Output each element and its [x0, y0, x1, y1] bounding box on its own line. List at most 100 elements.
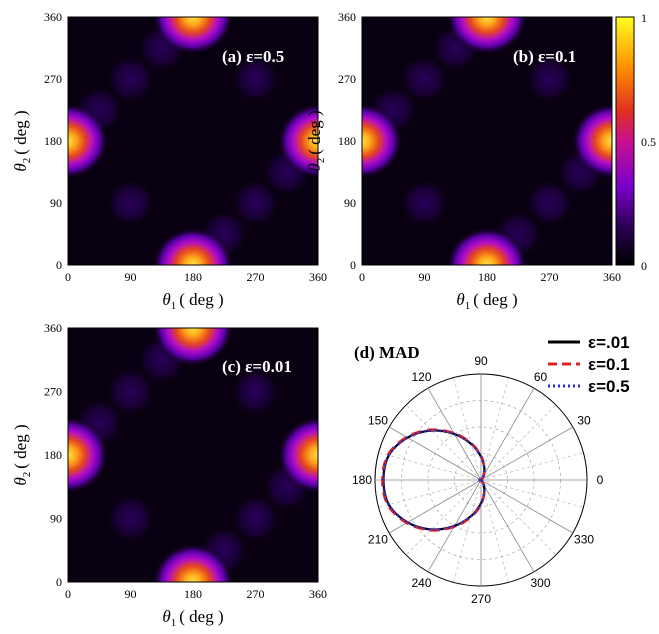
- y-axis-label: θ2( deg ): [305, 110, 327, 171]
- angle-tick-label: 0: [597, 473, 604, 487]
- heatmap-frame: [361, 16, 613, 266]
- heatmap-minor-lobe: [399, 178, 450, 228]
- y-axis-label: θ2( deg ): [11, 110, 33, 171]
- panel-label: (b) ε=0.1: [513, 47, 576, 66]
- angle-tick-label: 330: [574, 533, 594, 547]
- heatmap-area: [68, 328, 318, 582]
- polar-series-line: [382, 429, 486, 531]
- heatmap-minor-lobe: [230, 54, 281, 104]
- polar-legend: ε=.01 ε=0.1 ε=0.5: [548, 333, 630, 396]
- polar-spoke: [389, 426, 482, 481]
- polar-panel-label: (d) MAD: [354, 343, 420, 362]
- x-tick-label: 180: [184, 587, 202, 601]
- y-axis-label: θ2( deg ): [11, 424, 33, 485]
- heatmap-background: [68, 328, 318, 582]
- x-axis-label: θ1( deg ): [162, 607, 223, 629]
- angle-tick-label: 60: [534, 370, 548, 384]
- heatmap-background: [68, 17, 318, 265]
- heatmap-minor-lobe: [105, 493, 156, 544]
- x-axis-label: θ1( deg ): [456, 290, 517, 312]
- y-tick-label: 180: [44, 134, 62, 148]
- y-tick-label: 270: [338, 72, 356, 86]
- y-tick-label: 360: [44, 10, 62, 24]
- polar-spoke: [480, 426, 573, 481]
- angle-tick-label: 120: [411, 370, 431, 384]
- heatmap-minor-lobe: [524, 178, 575, 228]
- y-tick-label: 180: [44, 448, 62, 462]
- angle-tick-label: 300: [530, 576, 550, 590]
- legend-label: ε=.01: [588, 333, 630, 352]
- angle-tick-label: 270: [471, 592, 491, 606]
- x-tick-label: 0: [359, 270, 365, 284]
- x-tick-label: 180: [184, 270, 202, 284]
- polar-spoke: [389, 479, 482, 534]
- heatmap-peak: [153, 227, 233, 265]
- y-tick-label: 180: [338, 134, 356, 148]
- x-tick-label: 0: [65, 270, 71, 284]
- x-tick-label: 90: [125, 270, 137, 284]
- heatmap-peak: [153, 328, 233, 367]
- legend-label: ε=0.5: [588, 377, 630, 396]
- heatmap-frame: [67, 16, 319, 266]
- x-tick-label: 270: [247, 587, 265, 601]
- x-tick-label: 90: [125, 587, 137, 601]
- heatmap-minor-lobe: [230, 366, 281, 417]
- x-tick-label: 90: [419, 270, 431, 284]
- heatmap-area: [68, 17, 318, 265]
- angle-tick-label: 90: [474, 354, 488, 368]
- y-tick-label: 360: [338, 10, 356, 24]
- y-tick-label: 270: [44, 385, 62, 399]
- heatmap-frame: [67, 327, 319, 583]
- heatmap-panel-2: 0 90 180 270 360 0 90 180 270 360 θ1( deg ) θ2( deg…: [11, 321, 327, 629]
- heatmap-area: [362, 17, 612, 265]
- x-tick-label: 270: [541, 270, 559, 284]
- y-tick-label: 90: [50, 196, 62, 210]
- heatmap-peak: [278, 416, 318, 494]
- heatmap-peak: [572, 103, 612, 179]
- heatmap-minor-lobe: [230, 178, 281, 228]
- y-tick-label: 90: [344, 196, 356, 210]
- angle-tick-label: 150: [368, 414, 388, 428]
- heatmap-panel-1: 0 90 180 270 360 0 90 180 270 360 θ1( deg ) θ2( deg…: [305, 10, 621, 312]
- colorbar: 1 0.5 0: [615, 11, 656, 273]
- x-tick-label: 360: [309, 587, 327, 601]
- x-tick-label: 180: [478, 270, 496, 284]
- heatmap-minor-lobe: [230, 493, 281, 544]
- y-tick-label: 0: [56, 258, 62, 272]
- legend-label: ε=0.1: [588, 355, 630, 374]
- colorbar-tick-max: 1: [641, 11, 647, 25]
- heatmap-minor-lobe: [105, 54, 156, 104]
- polar-spoke: [480, 388, 535, 481]
- angle-tick-label: 180: [352, 473, 372, 487]
- heatmap-peak: [447, 17, 527, 55]
- y-tick-label: 0: [56, 575, 62, 589]
- angle-tick-label: 240: [411, 576, 431, 590]
- x-tick-label: 270: [247, 270, 265, 284]
- heatmap-minor-lobe: [399, 54, 450, 104]
- heatmap-minor-lobe: [105, 366, 156, 417]
- heatmap-minor-lobe: [105, 178, 156, 228]
- heatmap-peak: [153, 17, 233, 55]
- y-tick-label: 360: [44, 321, 62, 335]
- polar-panel: 0 30 60 90 120 150 180 210 240 270 300 330 (d) MAD ε=…: [352, 333, 630, 606]
- x-tick-label: 360: [603, 270, 621, 284]
- heatmap-peak: [447, 227, 527, 265]
- angle-tick-label: 30: [577, 414, 591, 428]
- colorbar-ramp: [615, 16, 635, 266]
- angle-tick-label: 210: [368, 533, 388, 547]
- x-tick-label: 360: [309, 270, 327, 284]
- y-tick-label: 0: [350, 258, 356, 272]
- heatmap-panel-0: 0 90 180 270 360 0 90 180 270 360 θ1( deg ) θ2( deg…: [11, 10, 327, 312]
- heatmap-peak: [68, 103, 108, 179]
- panel-label: (a) ε=0.5: [222, 47, 284, 66]
- heatmap-peak: [278, 103, 318, 179]
- colorbar-tick-min: 0: [641, 259, 647, 273]
- polar-spoke: [480, 479, 535, 572]
- x-axis-label: θ1( deg ): [162, 290, 223, 312]
- heatmap-minor-lobe: [524, 54, 575, 104]
- x-tick-label: 0: [65, 587, 71, 601]
- panel-label: (c) ε=0.01: [222, 357, 292, 376]
- colorbar-tick-mid: 0.5: [641, 135, 656, 149]
- heatmap-peak: [68, 416, 108, 494]
